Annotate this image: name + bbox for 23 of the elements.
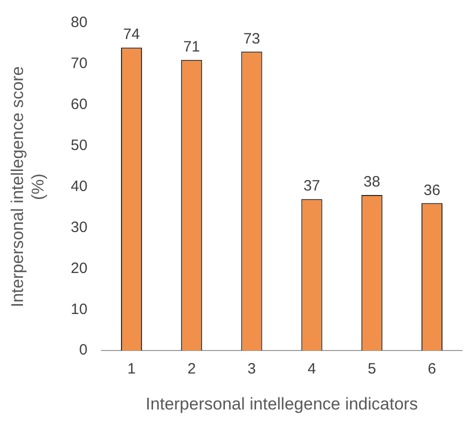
x-tick-label: 2 (187, 360, 196, 378)
data-label: 36 (424, 182, 440, 199)
x-axis-title: Interpersonal intellegence indicators (146, 394, 418, 414)
y-tick-label: 60 (70, 96, 88, 114)
y-tick-label: 80 (70, 14, 88, 32)
y-axis-title: Interpersonal intellegence score (%) (8, 66, 48, 308)
data-label: 73 (243, 30, 260, 48)
data-label: 38 (364, 174, 380, 191)
y-tick-label: 40 (70, 178, 88, 195)
x-tick-label: 5 (368, 360, 376, 378)
y-tick-label: 20 (70, 260, 88, 277)
y-tick-label: 10 (70, 300, 88, 318)
data-label: 71 (183, 38, 200, 56)
x-tick-label: 4 (308, 360, 316, 378)
y-tick-label: 70 (70, 55, 88, 72)
y-tick-label: 50 (70, 136, 88, 154)
data-label: 74 (123, 26, 140, 44)
y-tick-label: 30 (70, 218, 88, 236)
x-tick-label: 6 (428, 360, 436, 378)
x-tick-label: 1 (127, 360, 136, 378)
data-label: 37 (303, 178, 320, 195)
y-tick-label: 0 (79, 342, 88, 359)
x-tick-label: 3 (248, 360, 256, 378)
